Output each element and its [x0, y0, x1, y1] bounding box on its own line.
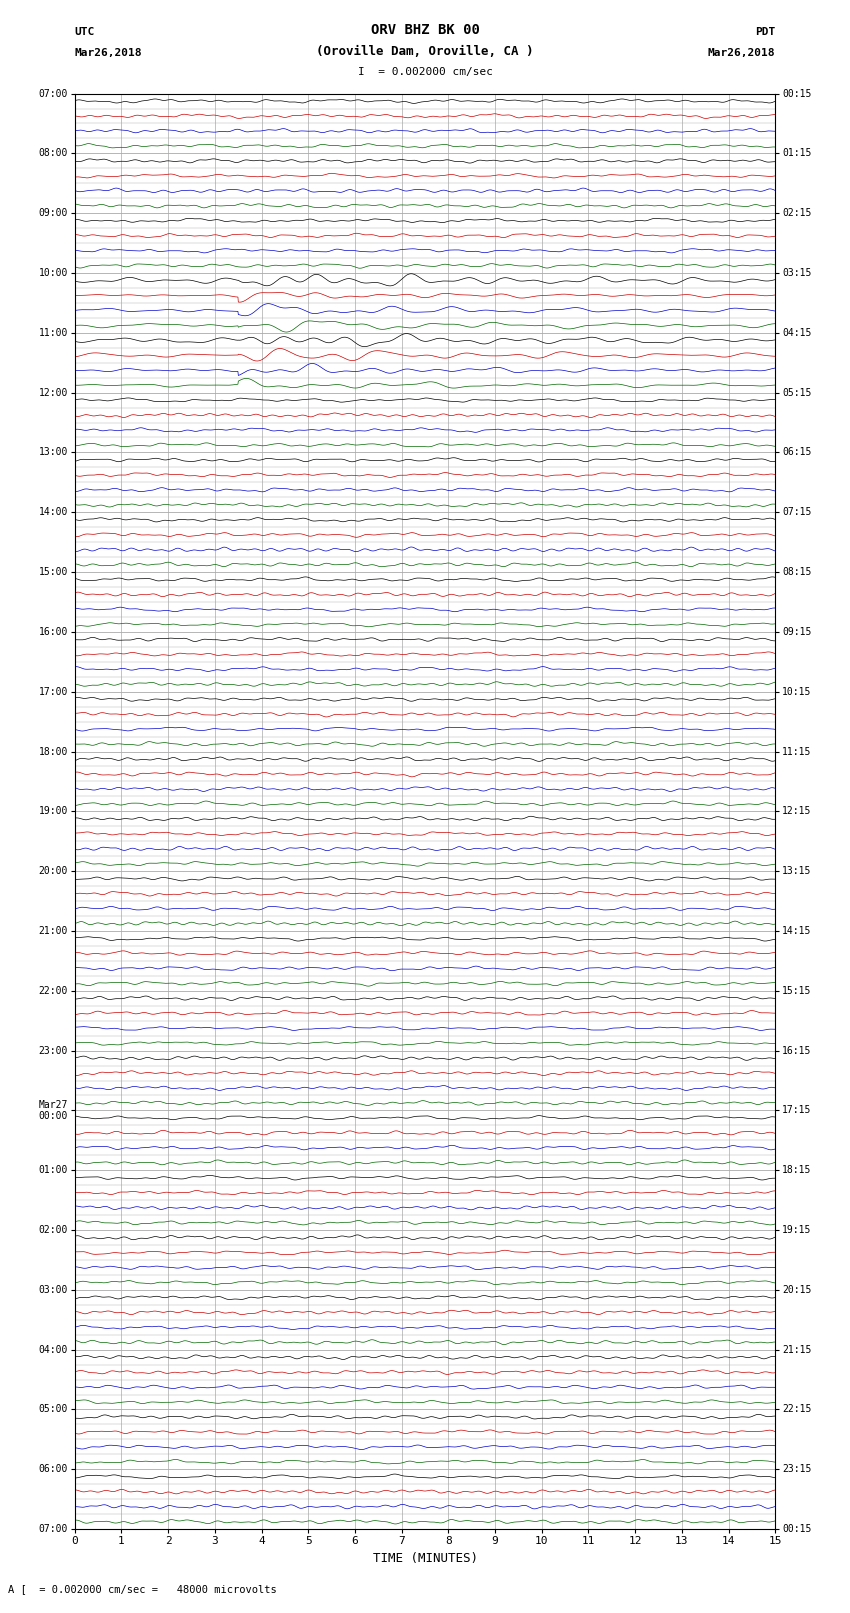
Text: A [  = 0.002000 cm/sec =   48000 microvolts: A [ = 0.002000 cm/sec = 48000 microvolts	[8, 1584, 277, 1594]
Text: Mar26,2018: Mar26,2018	[708, 48, 775, 58]
Text: Mar26,2018: Mar26,2018	[75, 48, 142, 58]
Text: (Oroville Dam, Oroville, CA ): (Oroville Dam, Oroville, CA )	[316, 45, 534, 58]
Text: ORV BHZ BK 00: ORV BHZ BK 00	[371, 23, 479, 37]
Text: UTC: UTC	[75, 27, 95, 37]
X-axis label: TIME (MINUTES): TIME (MINUTES)	[372, 1552, 478, 1565]
Text: I  = 0.002000 cm/sec: I = 0.002000 cm/sec	[358, 68, 492, 77]
Text: PDT: PDT	[755, 27, 775, 37]
